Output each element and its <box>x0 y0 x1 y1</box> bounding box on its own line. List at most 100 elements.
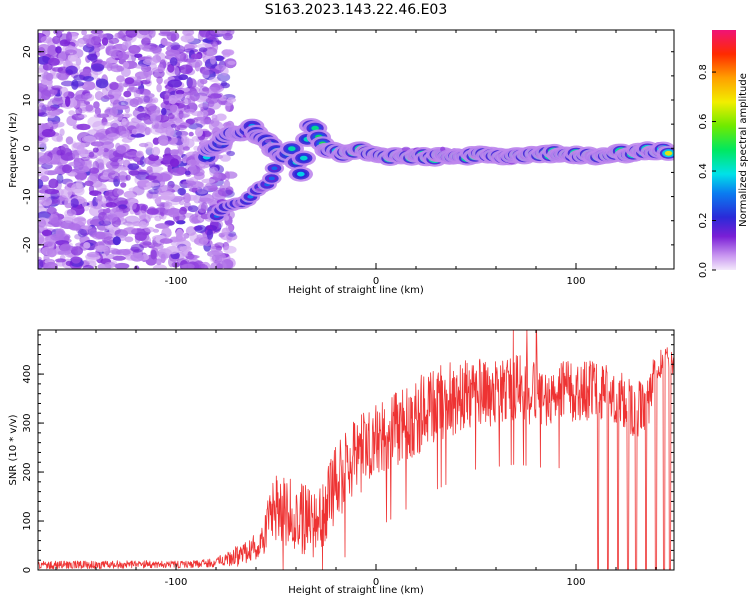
x-tick-label: -100 <box>165 276 188 287</box>
noise-blob <box>38 104 51 115</box>
noise-blob <box>178 209 187 215</box>
noise-blob <box>121 41 129 50</box>
y-tick-label: 200 <box>22 462 33 481</box>
noise-blob <box>108 56 116 64</box>
noise-blob <box>112 255 126 261</box>
noise-blob <box>46 206 57 215</box>
noise-blob <box>128 44 141 54</box>
noise-blob <box>114 262 130 269</box>
noise-blob <box>66 209 75 217</box>
noise-blob <box>55 258 67 263</box>
noise-blob <box>167 63 175 73</box>
noise-blob <box>168 94 178 105</box>
noise-blob <box>116 75 125 83</box>
noise-blob <box>181 134 188 144</box>
noise-blob <box>60 152 76 161</box>
noise-blob <box>90 63 105 72</box>
noise-blob <box>199 66 215 76</box>
snr-ticks: -100 0 100 0 100 200 300 400 <box>22 330 674 588</box>
snr-panel: -100 0 100 0 100 200 300 400 Height of straight… <box>8 329 675 596</box>
noise-blob <box>182 180 197 186</box>
noise-blob <box>181 97 192 105</box>
noise-blob <box>173 236 186 242</box>
spectrogram-marks <box>38 30 674 269</box>
noise-blob <box>226 150 235 157</box>
noise-blob <box>74 165 90 173</box>
noise-blob <box>169 149 180 156</box>
noise-blob <box>38 194 45 205</box>
noise-blob <box>90 141 105 147</box>
noise-blob <box>148 30 156 38</box>
trace-mark <box>300 155 308 161</box>
noise-blob <box>59 223 65 229</box>
snr-frame <box>37 329 675 571</box>
noise-blob <box>196 185 209 195</box>
noise-blob <box>88 151 95 158</box>
snr-y-axis-label: SNR (10 * v/v) <box>8 414 19 485</box>
noise-blob <box>112 236 121 246</box>
colorbar-ticks: 0.0 0.2 0.4 0.6 0.8 <box>698 64 716 278</box>
noise-blob <box>68 223 81 230</box>
noise-blob <box>56 135 64 143</box>
noise-blob <box>47 44 57 56</box>
noise-blob <box>176 54 184 64</box>
noise-blob <box>175 89 185 95</box>
noise-blob <box>110 106 118 117</box>
noise-blob <box>201 110 209 116</box>
noise-blob <box>199 78 208 85</box>
noise-blob <box>98 147 105 158</box>
x-tick-label: 0 <box>373 577 379 588</box>
noise-blob <box>164 200 170 211</box>
noise-blob <box>212 252 226 262</box>
noise-blob <box>161 107 167 116</box>
noise-blob <box>221 49 234 56</box>
noise-blob <box>129 98 139 108</box>
noise-blob <box>193 116 207 121</box>
noise-blob <box>210 262 220 269</box>
noise-blob <box>224 101 231 112</box>
y-tick-label: -10 <box>22 188 33 204</box>
noise-blob <box>183 192 191 204</box>
noise-blob <box>194 224 207 234</box>
noise-blob <box>154 215 162 222</box>
noise-blob <box>77 228 87 238</box>
trace-halo <box>205 161 210 166</box>
noise-blob <box>200 119 215 125</box>
noise-blob <box>83 242 91 249</box>
noise-blob <box>165 126 175 137</box>
noise-blob <box>119 130 129 138</box>
noise-blob <box>144 226 155 233</box>
noise-blob <box>104 261 116 269</box>
noise-blob <box>178 113 190 119</box>
noise-blob <box>117 175 128 183</box>
noise-blob <box>76 123 91 131</box>
noise-blob <box>133 265 140 269</box>
noise-blob <box>65 136 74 145</box>
trace-mark <box>288 146 296 152</box>
noise-blob <box>170 167 186 176</box>
noise-blob <box>57 72 69 81</box>
noise-blob <box>223 245 237 254</box>
noise-blob <box>214 55 225 62</box>
noise-blob <box>79 68 92 75</box>
noise-blob <box>64 197 72 209</box>
noise-blob <box>165 49 180 57</box>
noise-blob <box>41 72 52 80</box>
noise-blob <box>90 30 104 35</box>
noise-blob <box>67 53 79 62</box>
noise-blob <box>116 189 125 196</box>
noise-blob <box>154 197 162 205</box>
noise-blob <box>195 181 205 189</box>
colorbar-tick-label: 0.8 <box>698 64 709 80</box>
noise-blob <box>140 126 152 136</box>
noise-blob <box>198 85 210 97</box>
noise-blob <box>62 164 73 174</box>
noise-blob <box>63 213 74 224</box>
noise-blob <box>205 97 219 104</box>
noise-blob <box>195 127 203 137</box>
noise-blob <box>215 113 227 121</box>
noise-blob <box>121 113 133 118</box>
noise-blob <box>213 171 222 182</box>
noise-blob <box>115 105 126 110</box>
y-tick-label: -20 <box>22 237 33 253</box>
